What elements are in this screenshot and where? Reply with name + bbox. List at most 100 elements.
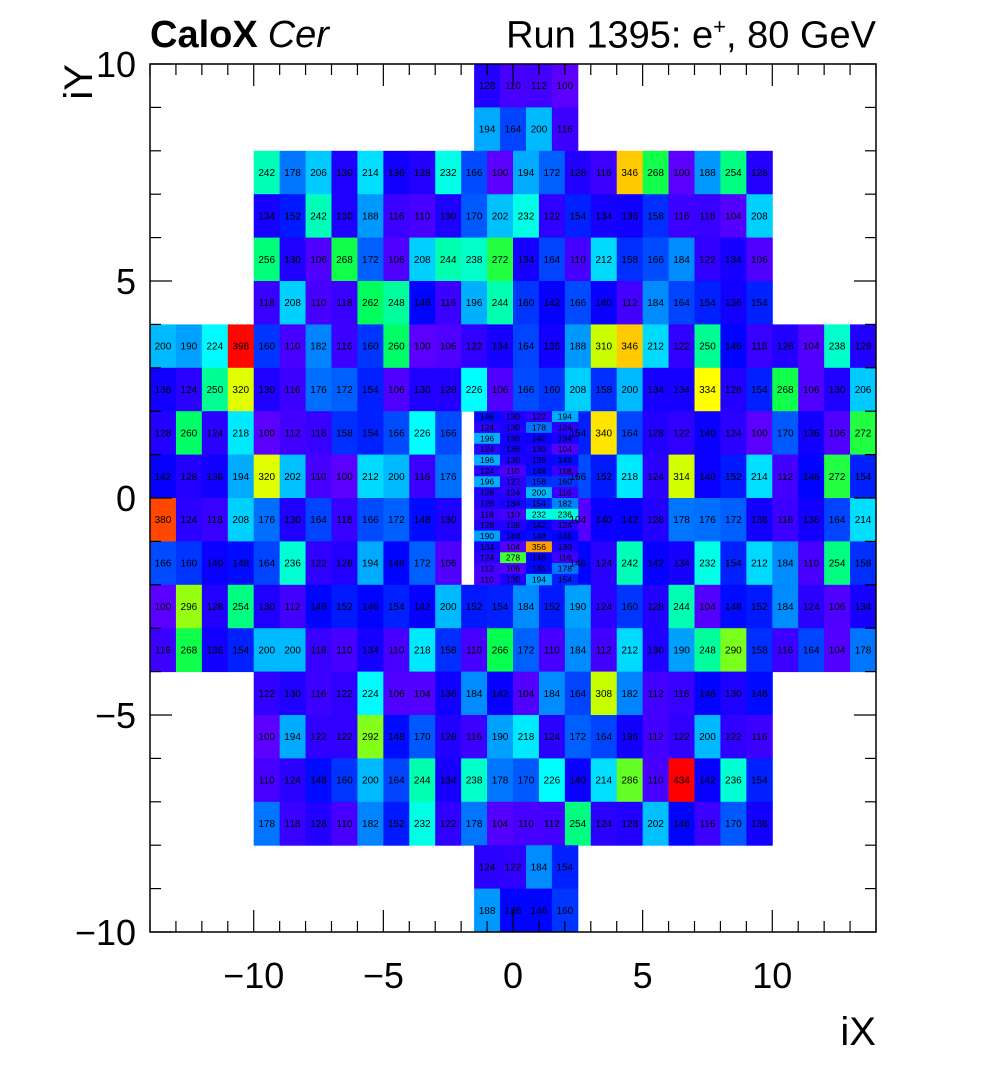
cell-value-label: 130 — [284, 689, 301, 700]
heatmap-cell — [824, 498, 851, 542]
cell-value-label: 146 — [531, 906, 548, 917]
cell-value-label: 110 — [259, 776, 275, 787]
cell-value-label: 314 — [673, 472, 690, 483]
cell-value-label: 262 — [362, 298, 379, 309]
cell-value-label: 124 — [206, 428, 223, 439]
heatmap-cell — [357, 758, 384, 803]
cell-value-label: 116 — [596, 168, 612, 179]
heatmap-cell — [435, 150, 462, 195]
cell-value-label: 238 — [829, 342, 846, 353]
cell-value-label: 106 — [388, 255, 405, 266]
cell-value-label: 122 — [506, 477, 520, 487]
heatmap-cell — [564, 281, 592, 325]
heatmap-cell — [461, 237, 488, 282]
heatmap-cell — [331, 715, 358, 759]
cell-value-label: 116 — [285, 385, 301, 396]
heatmap-cell — [538, 584, 566, 629]
cell-value-label: 130 — [647, 645, 664, 656]
cell-value-label: 166 — [362, 515, 379, 526]
cell-value-label: 166 — [518, 385, 535, 396]
heatmap-cell — [720, 715, 747, 759]
y-tick-label: 5 — [116, 261, 136, 302]
heatmap-cell — [525, 552, 553, 564]
heatmap-cell — [227, 584, 255, 629]
cell-value-label: 214 — [751, 472, 768, 483]
heatmap-cell — [253, 324, 281, 369]
cell-value-label: 128 — [621, 819, 638, 830]
heatmap-cell — [500, 476, 527, 488]
heatmap-cell — [850, 584, 877, 629]
heatmap-cell — [551, 573, 579, 586]
cell-value-label: 100 — [155, 602, 172, 613]
heatmap-cell — [746, 715, 773, 759]
heatmap-cell — [746, 758, 773, 803]
cell-value-label: 106 — [492, 385, 509, 396]
heatmap-cell — [279, 367, 307, 412]
cell-value-label: 112 — [285, 428, 301, 439]
heatmap-cell — [694, 758, 721, 803]
cell-value-label: 110 — [466, 645, 482, 656]
cell-value-label: 206 — [310, 168, 327, 179]
cell-value-label: 290 — [725, 645, 742, 656]
cell-value-label: 320 — [258, 472, 275, 483]
cell-value-label: 242 — [310, 211, 327, 222]
cell-value-label: 134 — [855, 602, 872, 613]
cell-value-label: 152 — [336, 602, 353, 613]
heatmap-cell — [694, 367, 721, 412]
cell-value-label: 130 — [284, 255, 301, 266]
cell-value-label: 110 — [311, 472, 327, 483]
axis-ticks: −10 −5 0 5 10 −10 −5 0 5 10 — [75, 44, 877, 996]
cell-value-label: 134 — [558, 433, 572, 443]
heatmap-cell — [201, 324, 229, 369]
heatmap-cell — [305, 237, 332, 282]
cell-value-label: 200 — [284, 645, 301, 656]
heatmap-cell — [720, 628, 747, 673]
heatmap-cell — [487, 237, 514, 282]
cell-value-label: 212 — [647, 342, 664, 353]
heatmap-cell — [642, 628, 670, 673]
heatmap-cell — [474, 465, 501, 477]
heatmap-cell — [487, 324, 514, 369]
heatmap-cell — [694, 281, 721, 325]
heatmap-cell — [642, 411, 670, 456]
heatmap-cell — [150, 541, 177, 586]
x-axis-label: iX — [840, 1010, 876, 1054]
cell-value-label: 178 — [558, 564, 572, 574]
cell-value-label: 154 — [362, 385, 379, 396]
heatmap-cell — [746, 628, 773, 673]
cell-value-label: 208 — [284, 298, 301, 309]
heatmap-cell — [435, 498, 462, 542]
heatmap-cell — [642, 584, 670, 629]
cell-value-label: 320 — [232, 385, 249, 396]
heatmap-cell — [551, 454, 579, 466]
cell-value-label: 110 — [388, 645, 404, 656]
cell-value-label: 208 — [569, 385, 586, 396]
cell-value-label: 166 — [440, 428, 457, 439]
heatmap-cell — [487, 628, 514, 673]
cell-value-label: 184 — [777, 602, 794, 613]
cell-value-label: 172 — [725, 515, 742, 526]
heatmap-cell — [487, 801, 514, 846]
cell-value-label: 226 — [544, 776, 561, 787]
cell-value-label: 200 — [362, 776, 379, 787]
cell-value-label: 154 — [388, 602, 405, 613]
heatmap-cell — [525, 845, 553, 890]
cell-value-label: 184 — [569, 645, 586, 656]
heatmap-cell — [150, 411, 177, 456]
heatmap-cell — [383, 801, 410, 846]
cell-value-label: 178 — [855, 645, 872, 656]
heatmap-cell — [500, 530, 527, 542]
heatmap-cell — [616, 150, 644, 195]
heatmap-cell — [253, 628, 281, 673]
cell-value-label: 164 — [595, 732, 612, 743]
cell-value-label: 122 — [725, 732, 742, 743]
cell-value-label: 160 — [557, 906, 574, 917]
heatmap-cell — [694, 498, 721, 542]
cell-value-label: 190 — [492, 732, 509, 743]
y-tick-label: 0 — [116, 478, 136, 519]
heatmap-cell — [642, 237, 670, 282]
cell-value-label: 172 — [362, 255, 379, 266]
heatmap-cell — [616, 324, 644, 369]
cell-value-label: 148 — [725, 602, 742, 613]
